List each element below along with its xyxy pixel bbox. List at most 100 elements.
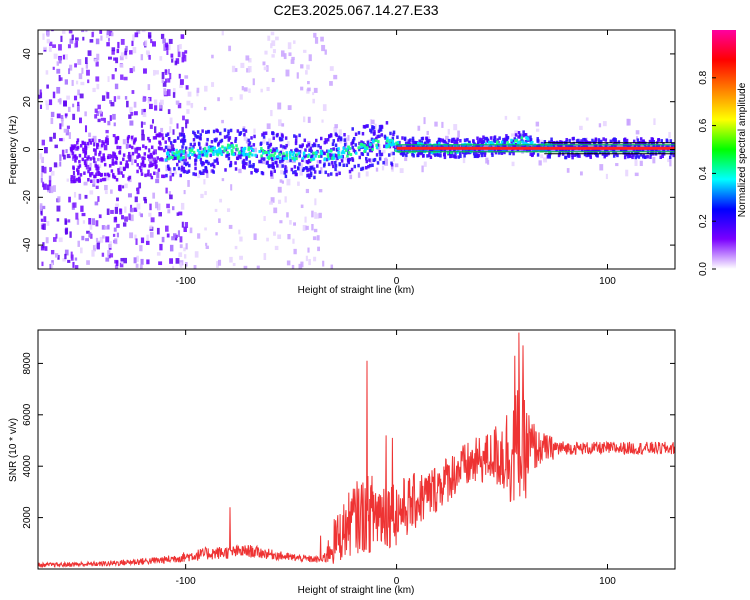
heatmap-cell — [142, 97, 146, 102]
heatmap-cell — [119, 262, 124, 268]
heatmap-cell — [52, 237, 57, 242]
heatmap-cell — [94, 244, 98, 249]
heatmap-cell — [340, 156, 344, 161]
heatmap-cell — [270, 149, 274, 154]
heatmap-cell — [337, 153, 341, 157]
heatmap-cell — [271, 77, 275, 83]
heatmap-cell — [346, 154, 349, 158]
heatmap-cell — [188, 163, 191, 168]
heatmap-cell — [285, 153, 288, 157]
heatmap-cell — [126, 138, 129, 144]
heatmap-cell — [96, 240, 101, 245]
heatmap-cell — [110, 32, 114, 37]
heatmap-cell — [335, 133, 338, 138]
heatmap-cell — [375, 136, 378, 141]
heatmap-cell — [585, 153, 588, 158]
heatmap-cell — [165, 42, 169, 48]
heatmap-cell — [343, 132, 346, 137]
heatmap-cell — [296, 154, 301, 159]
heatmap-cell — [348, 157, 352, 162]
heatmap-cell — [68, 196, 71, 203]
heatmap-cell — [107, 250, 111, 257]
heatmap-cell — [182, 115, 185, 121]
heatmap-cell — [107, 38, 111, 42]
heatmap-cell — [375, 146, 379, 150]
heatmap-cell — [265, 152, 269, 157]
heatmap-cell — [203, 153, 207, 157]
heatmap-cell — [84, 154, 87, 159]
heatmap-cell — [192, 172, 195, 176]
heatmap-cell — [156, 171, 160, 179]
heatmap-cell — [441, 121, 444, 128]
heatmap-cell — [630, 151, 634, 156]
heatmap-cell — [103, 177, 107, 182]
heatmap-cell — [176, 123, 179, 129]
heatmap-cell — [331, 161, 334, 165]
heatmap-cell — [182, 139, 185, 143]
heatmap-cell — [141, 30, 146, 33]
heatmap-cell — [263, 66, 268, 71]
heatmap-cell — [75, 37, 79, 41]
heatmap-cell — [450, 154, 453, 158]
heatmap-cell — [205, 169, 209, 174]
heatmap-cell — [129, 232, 134, 239]
heatmap-cell — [193, 153, 196, 157]
heatmap-cell — [179, 262, 183, 268]
heatmap-cell — [330, 153, 333, 157]
heatmap-cell — [138, 154, 141, 158]
heatmap-cell — [279, 220, 283, 224]
heatmap-cell — [180, 156, 183, 160]
heatmap-cell — [75, 212, 79, 220]
heatmap-cell — [115, 57, 119, 64]
heatmap-cell — [87, 50, 92, 56]
heatmap-cell — [271, 131, 275, 135]
heatmap-cell — [216, 261, 219, 268]
heatmap-cell — [95, 185, 99, 189]
heatmap-cell — [310, 149, 313, 154]
heatmap-cell — [385, 121, 389, 125]
heatmap-cell — [153, 160, 157, 164]
heatmap-cell — [334, 143, 338, 147]
heatmap-cell — [204, 166, 208, 170]
heatmap-cell — [85, 164, 90, 170]
heatmap-cell — [362, 124, 366, 129]
heatmap-cell — [130, 111, 134, 116]
heatmap-cell — [206, 171, 209, 178]
heatmap-cell — [602, 137, 605, 141]
heatmap-cell — [494, 150, 498, 155]
heatmap-cell — [447, 128, 450, 135]
heatmap-cell — [230, 142, 233, 146]
heatmap-cell — [271, 40, 276, 46]
heatmap-cell — [83, 159, 87, 164]
heatmap-cell — [81, 235, 85, 241]
heatmap-cell — [463, 138, 467, 142]
heatmap-cell — [204, 227, 207, 231]
heatmap-cell — [172, 129, 175, 135]
heatmap-cell — [136, 255, 139, 262]
heatmap-cell — [447, 138, 451, 143]
heatmap-cell — [168, 155, 171, 159]
heatmap-cell — [124, 216, 128, 222]
heatmap-cell — [324, 49, 327, 55]
heatmap-cell — [110, 209, 114, 214]
heatmap-cell — [334, 161, 337, 165]
heatmap-cell — [286, 141, 290, 146]
heatmap-cell — [646, 154, 649, 159]
heatmap-cell — [234, 167, 238, 171]
heatmap-cell — [87, 169, 90, 174]
heatmap-cell — [100, 159, 104, 163]
heatmap-cell — [305, 70, 308, 75]
heatmap-cell — [96, 111, 100, 116]
heatmap-cell — [204, 152, 208, 156]
heatmap-cell — [184, 75, 189, 79]
heatmap-cell — [140, 54, 144, 61]
heatmap-cell — [472, 151, 476, 156]
heatmap-cell — [143, 121, 146, 125]
heatmap-cell — [177, 102, 182, 109]
heatmap-cell — [294, 169, 297, 174]
heatmap-cell — [139, 245, 143, 252]
heatmap-cell — [523, 133, 527, 137]
heatmap-cell — [401, 153, 405, 157]
heatmap-cell — [238, 229, 241, 235]
heatmap-cell — [114, 136, 118, 140]
